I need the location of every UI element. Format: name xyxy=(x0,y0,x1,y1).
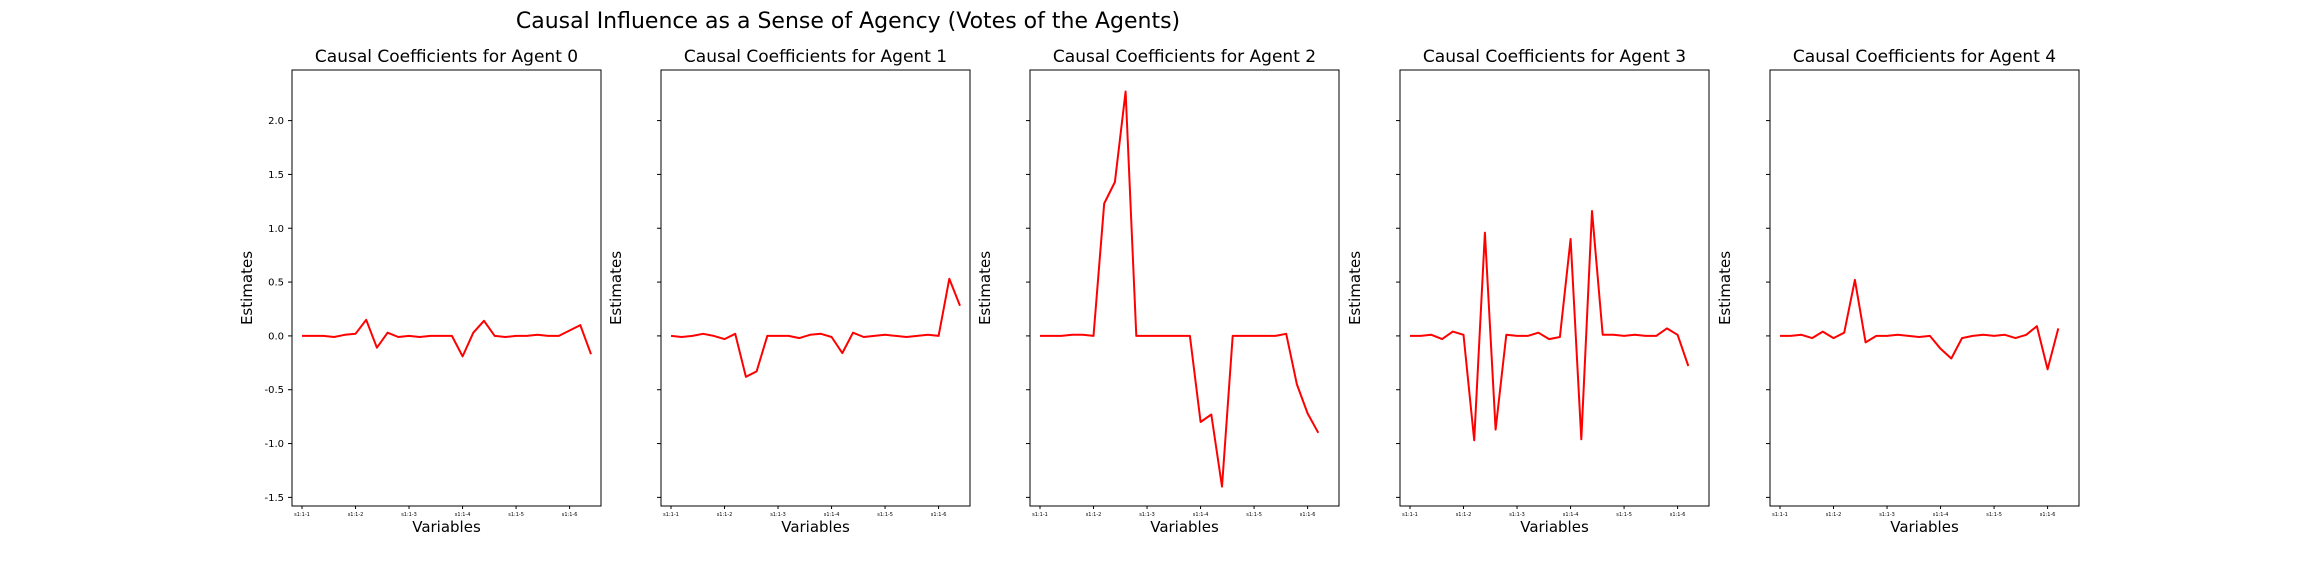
x-tick-label: s1:1-5 xyxy=(1616,512,1632,518)
x-axis-label: Variables xyxy=(412,518,481,536)
series-line xyxy=(1780,278,2060,371)
series-line xyxy=(302,318,592,358)
x-tick-label: s1:1-5 xyxy=(508,512,524,518)
x-tick-label: s1:1-2 xyxy=(1456,512,1472,518)
y-tick-label: -1.0 xyxy=(264,439,284,450)
chart-panel-2: Causal Coefficients for Agent 2 s1:1-1 s1:… xyxy=(976,47,1340,536)
plot-frame xyxy=(1029,69,1340,507)
y-tick-label: 1.0 xyxy=(268,224,284,235)
x-tick-label: s1:1-1 xyxy=(663,512,679,518)
x-tick-label: s1:1-4 xyxy=(455,512,471,518)
x-tick-label: s1:1-2 xyxy=(1086,512,1102,518)
x-tick-label: s1:1-4 xyxy=(824,512,840,518)
x-axis-label: Variables xyxy=(1520,518,1589,536)
y-axis-label: Estimates xyxy=(607,251,625,325)
x-tick-label: s1:1-5 xyxy=(877,512,893,518)
x-tick-label: s1:1-6 xyxy=(931,512,947,518)
x-tick-label: s1:1-4 xyxy=(1193,512,1209,518)
x-tick-label: s1:1-3 xyxy=(401,512,417,518)
x-tick-label: s1:1-1 xyxy=(1402,512,1418,518)
y-tick-label: -1.5 xyxy=(264,493,284,504)
plot-frame xyxy=(660,69,971,507)
x-tick-label: s1:1-5 xyxy=(1986,512,2002,518)
x-tick-label: s1:1-6 xyxy=(562,512,578,518)
y-tick-label: 0.0 xyxy=(268,331,284,342)
y-tick-label: 2.0 xyxy=(268,116,284,127)
chart-panel-1: Causal Coefficients for Agent 1 s1:1-1 s1:… xyxy=(607,47,971,536)
chart-panel-3: Causal Coefficients for Agent 3 s1:1-1 s1:… xyxy=(1346,47,1710,536)
x-tick-label: s1:1-2 xyxy=(348,512,364,518)
x-tick-label: s1:1-1 xyxy=(1032,512,1048,518)
x-axis-label: Variables xyxy=(1890,518,1959,536)
x-tick-label: s1:1-4 xyxy=(1933,512,1949,518)
chart-panel-0: Causal Coefficients for Agent 0 -1.5 -1.0 -… xyxy=(238,47,602,536)
x-tick-label: s1:1-1 xyxy=(1772,512,1788,518)
x-tick-label: s1:1-3 xyxy=(1509,512,1525,518)
chart-panels: Causal Coefficients for Agent 0 -1.5 -1.0 -… xyxy=(238,47,2080,536)
x-axis-label: Variables xyxy=(781,518,850,536)
x-tick-label: s1:1-6 xyxy=(2040,512,2056,518)
x-tick-label: s1:1-3 xyxy=(770,512,786,518)
y-axis-label: Estimates xyxy=(1716,251,1734,325)
panel-title: Causal Coefficients for Agent 4 xyxy=(1793,47,2056,67)
x-tick-label: s1:1-6 xyxy=(1300,512,1316,518)
y-axis-label: Estimates xyxy=(1346,251,1364,325)
chart-panel-4: Causal Coefficients for Agent 4 s1:1-1 s1:… xyxy=(1716,47,2080,536)
plot-frame xyxy=(1399,69,1710,507)
y-axis-label: Estimates xyxy=(238,251,256,325)
y-tick-label: 0.5 xyxy=(268,278,284,289)
x-tick-label: s1:1-3 xyxy=(1879,512,1895,518)
panel-title: Causal Coefficients for Agent 1 xyxy=(684,47,947,67)
series-line xyxy=(670,277,961,378)
x-tick-label: s1:1-6 xyxy=(1670,512,1686,518)
x-tick-label: s1:1-3 xyxy=(1139,512,1155,518)
x-tick-label: s1:1-1 xyxy=(294,512,310,518)
x-tick-label: s1:1-2 xyxy=(717,512,733,518)
series-line xyxy=(1410,210,1690,442)
panel-title: Causal Coefficients for Agent 3 xyxy=(1423,47,1686,67)
panel-title: Causal Coefficients for Agent 0 xyxy=(315,47,578,67)
x-axis-label: Variables xyxy=(1150,518,1219,536)
y-tick-label: -0.5 xyxy=(264,385,284,396)
x-tick-label: s1:1-5 xyxy=(1246,512,1262,518)
x-tick-label: s1:1-2 xyxy=(1826,512,1842,518)
y-axis-label: Estimates xyxy=(976,251,994,325)
x-tick-label: s1:1-4 xyxy=(1563,512,1579,518)
plot-frame xyxy=(1769,69,2080,507)
panel-title: Causal Coefficients for Agent 2 xyxy=(1053,47,1316,67)
y-tick-label: 1.5 xyxy=(268,170,284,181)
figure-title: Causal Influence as a Sense of Agency (V… xyxy=(516,9,1180,34)
plot-frame xyxy=(291,69,602,507)
series-line xyxy=(1040,90,1320,488)
